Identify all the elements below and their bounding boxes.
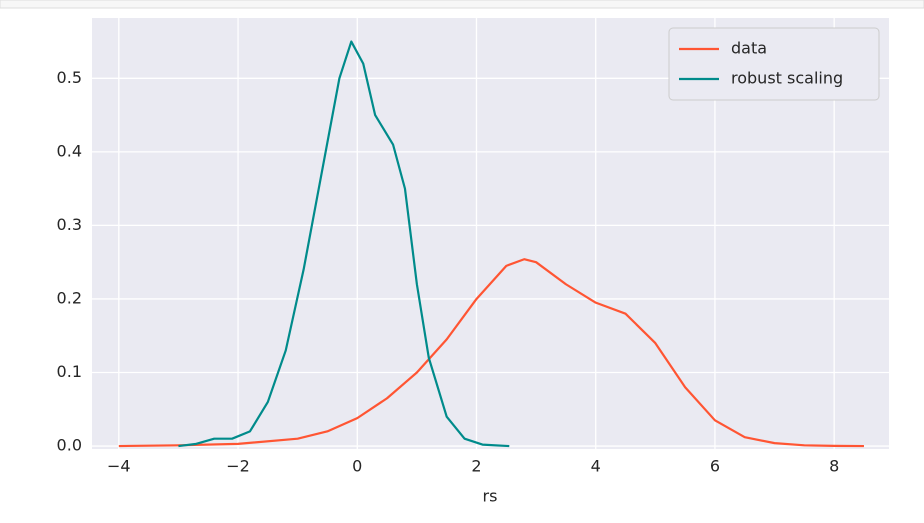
legend-box xyxy=(668,27,880,101)
x-tick-label: 4 xyxy=(591,457,601,476)
x-tick-label: 6 xyxy=(710,457,720,476)
line xyxy=(118,258,864,448)
y-tick-label: 0.0 xyxy=(57,436,82,455)
line xyxy=(178,40,510,448)
y-tick-label: 0.1 xyxy=(57,362,82,381)
y-tick-label: 0.5 xyxy=(57,68,82,87)
x-tick-label: −2 xyxy=(226,457,250,476)
x-tick-label: 0 xyxy=(352,457,362,476)
top-strip xyxy=(0,0,924,9)
x-tick-label: 2 xyxy=(471,457,481,476)
x-tick-label: −4 xyxy=(107,457,131,476)
y-tick-label: 0.3 xyxy=(57,215,82,234)
x-axis-label: rs xyxy=(483,487,498,506)
y-tick-label: 0.4 xyxy=(57,141,82,160)
x-tick-label: 8 xyxy=(829,457,839,476)
y-tick-label: 0.2 xyxy=(57,288,82,307)
legend-label: robust scaling xyxy=(731,69,843,88)
legend-label: data xyxy=(731,39,767,58)
